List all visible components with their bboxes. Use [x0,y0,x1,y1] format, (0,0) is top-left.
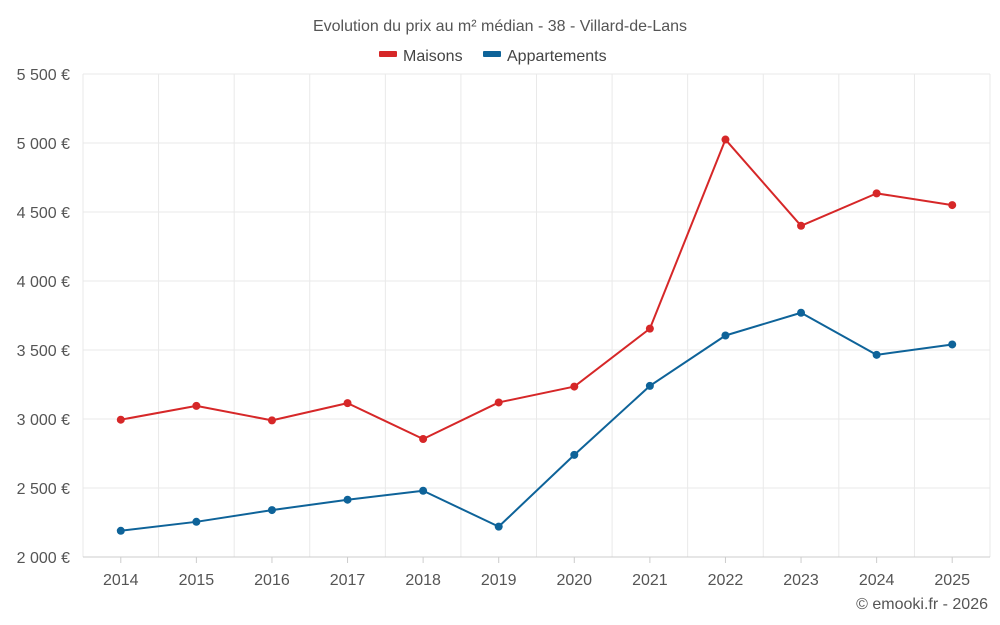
y-tick-label: 5 000 € [17,136,70,153]
data-point-appartements-2024[interactable] [872,350,881,359]
data-point-maisons-2017[interactable] [343,399,352,408]
data-point-appartements-2015[interactable] [192,517,201,526]
x-tick-label: 2018 [405,572,441,589]
legend-label: Appartements [507,48,607,65]
data-point-appartements-2014[interactable] [116,526,125,535]
legend-item-appartements[interactable]: Appartements [483,48,607,65]
chart-credit: © emooki.fr - 2026 [856,596,988,613]
data-point-maisons-2016[interactable] [267,416,276,425]
data-point-appartements-2021[interactable] [645,381,654,390]
chart-title: Evolution du prix au m² médian - 38 - Vi… [313,18,687,35]
series-maisons [116,135,957,444]
data-point-appartements-2018[interactable] [419,486,428,495]
x-tick-label: 2017 [330,572,366,589]
data-point-appartements-2023[interactable] [797,308,806,317]
y-tick-label: 2 000 € [17,550,70,567]
data-point-maisons-2023[interactable] [797,221,806,230]
x-tick-label: 2014 [103,572,139,589]
legend-item-maisons[interactable]: Maisons [379,48,463,65]
legend-label: Maisons [403,48,463,65]
y-tick-label: 4 000 € [17,274,70,291]
y-tick-label: 3 500 € [17,343,70,360]
data-point-maisons-2024[interactable] [872,189,881,198]
chart-gridlines [82,73,991,558]
y-tick-label: 5 500 € [17,67,70,84]
data-point-maisons-2021[interactable] [645,324,654,333]
series-line-maisons [120,138,953,441]
x-tick-label: 2015 [179,572,215,589]
y-tick-label: 2 500 € [17,481,70,498]
x-tick-label: 2020 [556,572,592,589]
data-point-maisons-2015[interactable] [192,401,201,410]
data-point-maisons-2019[interactable] [494,398,503,407]
chart-legend: Maisons Appartements [379,48,607,65]
data-point-maisons-2020[interactable] [570,382,579,391]
x-tick-label: 2016 [254,572,290,589]
y-tick-label: 3 000 € [17,412,70,429]
data-point-maisons-2022[interactable] [721,135,730,144]
data-point-appartements-2016[interactable] [267,506,276,515]
x-axis: 2014 2015 2016 2017 2018 2019 2020 2021 2022 2023… [103,557,970,589]
data-point-appartements-2022[interactable] [721,331,730,340]
x-tick-label: 2025 [934,572,970,589]
x-tick-label: 2023 [783,572,819,589]
data-point-appartements-2017[interactable] [343,495,352,504]
series-line-appartements [120,311,953,532]
x-tick-label: 2022 [708,572,744,589]
data-point-maisons-2014[interactable] [116,415,125,424]
data-point-maisons-2025[interactable] [948,201,957,210]
legend-swatch [379,51,397,57]
data-point-appartements-2020[interactable] [570,450,579,459]
y-tick-label: 4 500 € [17,205,70,222]
data-point-maisons-2018[interactable] [419,435,428,444]
x-tick-label: 2024 [859,572,895,589]
data-point-appartements-2019[interactable] [494,522,503,531]
x-tick-label: 2019 [481,572,517,589]
legend-swatch [483,51,501,57]
data-point-appartements-2025[interactable] [948,340,957,349]
chart-series [116,135,957,535]
series-appartements [116,308,957,535]
x-tick-label: 2021 [632,572,668,589]
y-axis: 2 000 € 2 500 € 3 000 € 3 500 € 4 000 € 4 500… [17,67,70,567]
